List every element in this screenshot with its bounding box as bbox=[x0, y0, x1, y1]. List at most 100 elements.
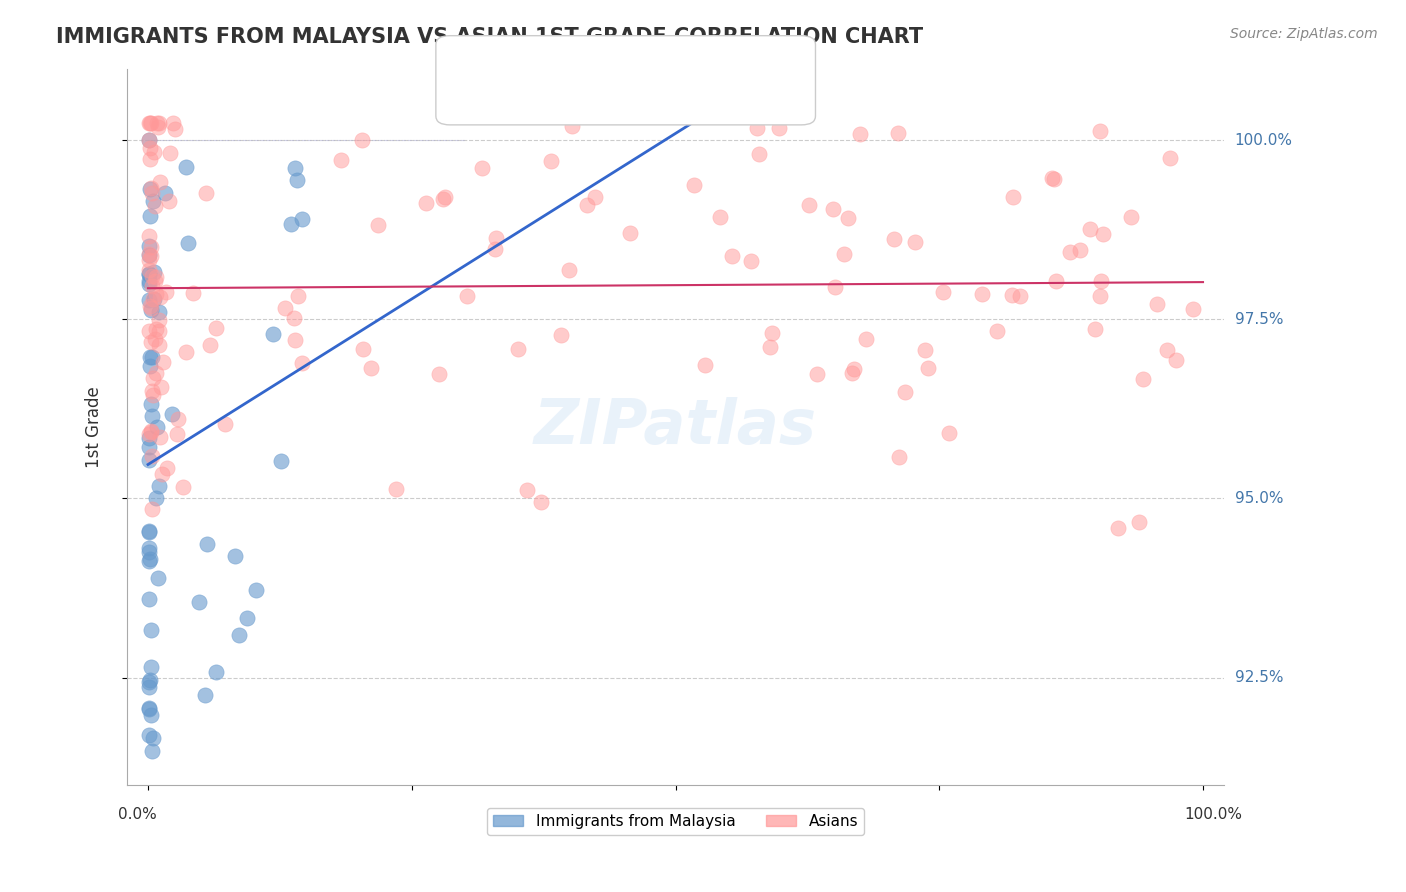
Asians bbox=[1156, 343, 1178, 358]
Asians bbox=[806, 367, 828, 381]
Asians bbox=[274, 301, 297, 315]
Asians bbox=[823, 202, 845, 216]
Asians bbox=[142, 370, 165, 384]
Text: 92.5%: 92.5% bbox=[1234, 670, 1284, 685]
Immigrants from Malaysia bbox=[138, 701, 160, 715]
Immigrants from Malaysia bbox=[138, 293, 160, 307]
Asians bbox=[432, 193, 454, 207]
Asians bbox=[720, 249, 742, 263]
Asians bbox=[194, 186, 217, 200]
Asians bbox=[143, 199, 166, 213]
Asians bbox=[1146, 297, 1168, 311]
Immigrants from Malaysia bbox=[228, 628, 250, 642]
Asians bbox=[138, 427, 160, 442]
Immigrants from Malaysia bbox=[224, 549, 246, 563]
Asians bbox=[149, 430, 172, 444]
Immigrants from Malaysia bbox=[138, 431, 160, 445]
Asians bbox=[1159, 151, 1181, 165]
Immigrants from Malaysia bbox=[148, 479, 170, 493]
Asians bbox=[145, 287, 167, 301]
Asians bbox=[139, 335, 162, 350]
Immigrants from Malaysia bbox=[280, 217, 302, 231]
Immigrants from Malaysia bbox=[138, 440, 160, 454]
Asians bbox=[894, 385, 917, 400]
Text: 95.0%: 95.0% bbox=[1234, 491, 1284, 506]
Asians bbox=[139, 181, 162, 195]
Asians bbox=[797, 198, 820, 212]
Asians bbox=[841, 366, 863, 380]
Text: R = -0.026   N = 147: R = -0.026 N = 147 bbox=[499, 82, 699, 100]
Immigrants from Malaysia bbox=[138, 453, 160, 467]
Asians bbox=[352, 342, 374, 356]
Immigrants from Malaysia bbox=[138, 267, 160, 281]
Asians bbox=[138, 116, 160, 130]
Asians bbox=[205, 321, 228, 335]
Asians bbox=[427, 367, 450, 381]
Asians bbox=[155, 285, 177, 300]
Immigrants from Malaysia bbox=[138, 525, 160, 540]
Asians bbox=[138, 324, 160, 338]
Immigrants from Malaysia bbox=[138, 701, 160, 715]
Asians bbox=[903, 235, 925, 249]
Asians bbox=[148, 338, 170, 352]
Asians bbox=[146, 116, 169, 130]
Immigrants from Malaysia bbox=[138, 554, 160, 568]
Immigrants from Malaysia bbox=[236, 611, 259, 625]
Asians bbox=[149, 175, 172, 189]
Asians bbox=[740, 254, 762, 268]
Asians bbox=[181, 286, 204, 301]
Immigrants from Malaysia bbox=[245, 582, 267, 597]
Asians bbox=[139, 249, 162, 263]
Asians bbox=[1128, 516, 1150, 530]
Asians bbox=[145, 322, 167, 336]
Text: 100.0%: 100.0% bbox=[1234, 133, 1292, 148]
Asians bbox=[141, 186, 163, 200]
Immigrants from Malaysia bbox=[142, 731, 165, 745]
Asians bbox=[889, 450, 911, 464]
Asians bbox=[1132, 371, 1154, 385]
Asians bbox=[385, 483, 408, 497]
Asians bbox=[1164, 353, 1187, 368]
Immigrants from Malaysia bbox=[138, 133, 160, 147]
Asians bbox=[148, 324, 170, 338]
Asians bbox=[287, 289, 309, 303]
Asians bbox=[917, 360, 939, 375]
Asians bbox=[172, 480, 194, 494]
Asians bbox=[1001, 287, 1024, 301]
Asians bbox=[456, 289, 478, 303]
Asians bbox=[832, 246, 855, 260]
Asians bbox=[141, 449, 163, 463]
Asians bbox=[138, 141, 160, 155]
Asians bbox=[143, 332, 166, 346]
Asians bbox=[1008, 289, 1031, 303]
Asians bbox=[747, 121, 769, 136]
Asians bbox=[1121, 210, 1143, 224]
Asians bbox=[141, 268, 163, 283]
Asians bbox=[146, 120, 169, 134]
Immigrants from Malaysia bbox=[138, 277, 160, 291]
Asians bbox=[141, 502, 163, 516]
Asians bbox=[849, 127, 872, 141]
Asians bbox=[149, 290, 172, 304]
Asians bbox=[138, 228, 160, 243]
Asians bbox=[1040, 170, 1063, 185]
Asians bbox=[145, 366, 167, 380]
Asians bbox=[1107, 521, 1129, 535]
Asians bbox=[138, 299, 160, 313]
Immigrants from Malaysia bbox=[146, 420, 169, 434]
Asians bbox=[139, 116, 162, 130]
Asians bbox=[139, 116, 162, 130]
Asians bbox=[914, 343, 936, 357]
Immigrants from Malaysia bbox=[270, 454, 292, 468]
Immigrants from Malaysia bbox=[291, 211, 314, 226]
Asians bbox=[1001, 189, 1024, 203]
Asians bbox=[141, 424, 163, 438]
Asians bbox=[145, 274, 167, 288]
Asians bbox=[142, 145, 165, 159]
Asians bbox=[152, 355, 174, 369]
Asians bbox=[768, 121, 790, 136]
Immigrants from Malaysia bbox=[141, 351, 163, 365]
Asians bbox=[485, 230, 508, 244]
Immigrants from Malaysia bbox=[138, 592, 160, 607]
Asians bbox=[165, 122, 187, 136]
